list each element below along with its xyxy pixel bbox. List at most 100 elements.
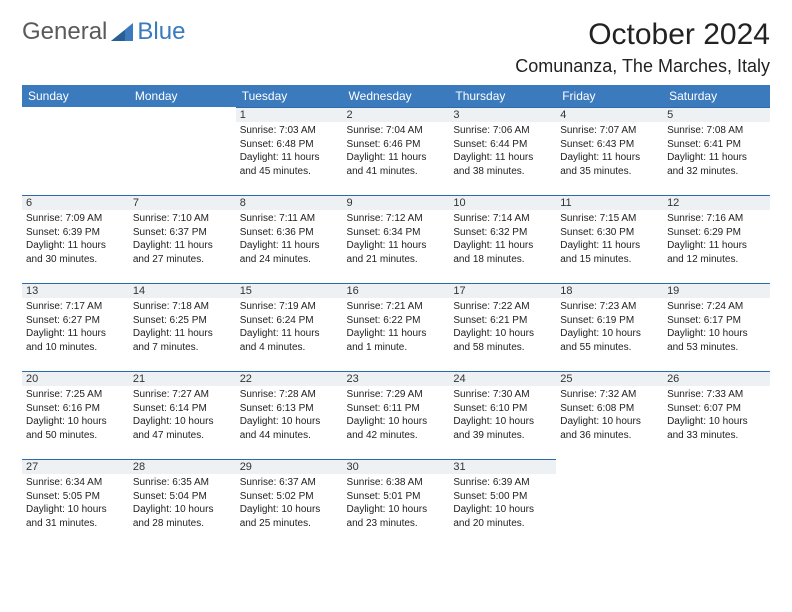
sunset-text: Sunset: 6:37 PM: [133, 226, 232, 240]
daylight-text: Daylight: 11 hours and 45 minutes.: [240, 151, 339, 178]
day-number: 2: [343, 107, 450, 122]
sunrise-text: Sunrise: 7:30 AM: [453, 388, 552, 402]
day-number: 12: [663, 195, 770, 210]
day-info: Sunrise: 6:35 AMSunset: 5:04 PMDaylight:…: [129, 474, 236, 530]
weekday-header: Thursday: [449, 85, 556, 107]
daylight-text: Daylight: 11 hours and 27 minutes.: [133, 239, 232, 266]
sunrise-text: Sunrise: 7:14 AM: [453, 212, 552, 226]
sunrise-text: Sunrise: 7:29 AM: [347, 388, 446, 402]
daylight-text: Daylight: 11 hours and 32 minutes.: [667, 151, 766, 178]
day-info: Sunrise: 7:17 AMSunset: 6:27 PMDaylight:…: [22, 298, 129, 354]
daylight-text: Daylight: 11 hours and 21 minutes.: [347, 239, 446, 266]
weekday-header: Monday: [129, 85, 236, 107]
calendar-cell: 30Sunrise: 6:38 AMSunset: 5:01 PMDayligh…: [343, 459, 450, 547]
day-info: Sunrise: 7:30 AMSunset: 6:10 PMDaylight:…: [449, 386, 556, 442]
daylight-text: Daylight: 10 hours and 44 minutes.: [240, 415, 339, 442]
sunset-text: Sunset: 6:30 PM: [560, 226, 659, 240]
sunset-text: Sunset: 6:41 PM: [667, 138, 766, 152]
calendar-table: Sunday Monday Tuesday Wednesday Thursday…: [22, 85, 770, 547]
daylight-text: Daylight: 10 hours and 55 minutes.: [560, 327, 659, 354]
sunset-text: Sunset: 6:48 PM: [240, 138, 339, 152]
logo-triangle-icon: [111, 23, 133, 41]
day-info: Sunrise: 7:33 AMSunset: 6:07 PMDaylight:…: [663, 386, 770, 442]
daylight-text: Daylight: 10 hours and 39 minutes.: [453, 415, 552, 442]
day-number: 7: [129, 195, 236, 210]
weekday-header: Friday: [556, 85, 663, 107]
calendar-week-row: 1Sunrise: 7:03 AMSunset: 6:48 PMDaylight…: [22, 107, 770, 195]
day-number: 11: [556, 195, 663, 210]
day-number: 26: [663, 371, 770, 386]
calendar-cell: 7Sunrise: 7:10 AMSunset: 6:37 PMDaylight…: [129, 195, 236, 283]
sunrise-text: Sunrise: 6:39 AM: [453, 476, 552, 490]
daylight-text: Daylight: 11 hours and 38 minutes.: [453, 151, 552, 178]
calendar-week-row: 27Sunrise: 6:34 AMSunset: 5:05 PMDayligh…: [22, 459, 770, 547]
day-number: 20: [22, 371, 129, 386]
day-number: 8: [236, 195, 343, 210]
day-number: 16: [343, 283, 450, 298]
sunset-text: Sunset: 6:44 PM: [453, 138, 552, 152]
calendar-cell: 12Sunrise: 7:16 AMSunset: 6:29 PMDayligh…: [663, 195, 770, 283]
daylight-text: Daylight: 11 hours and 35 minutes.: [560, 151, 659, 178]
day-number: 18: [556, 283, 663, 298]
calendar-cell: 26Sunrise: 7:33 AMSunset: 6:07 PMDayligh…: [663, 371, 770, 459]
calendar-cell: 2Sunrise: 7:04 AMSunset: 6:46 PMDaylight…: [343, 107, 450, 195]
sunset-text: Sunset: 5:05 PM: [26, 490, 125, 504]
sunrise-text: Sunrise: 7:21 AM: [347, 300, 446, 314]
daylight-text: Daylight: 11 hours and 30 minutes.: [26, 239, 125, 266]
day-info: Sunrise: 6:39 AMSunset: 5:00 PMDaylight:…: [449, 474, 556, 530]
daylight-text: Daylight: 10 hours and 58 minutes.: [453, 327, 552, 354]
sunrise-text: Sunrise: 7:23 AM: [560, 300, 659, 314]
sunrise-text: Sunrise: 7:17 AM: [26, 300, 125, 314]
sunrise-text: Sunrise: 7:28 AM: [240, 388, 339, 402]
day-number: 25: [556, 371, 663, 386]
day-number: 19: [663, 283, 770, 298]
sunrise-text: Sunrise: 7:09 AM: [26, 212, 125, 226]
calendar-cell: 13Sunrise: 7:17 AMSunset: 6:27 PMDayligh…: [22, 283, 129, 371]
day-info: Sunrise: 6:37 AMSunset: 5:02 PMDaylight:…: [236, 474, 343, 530]
calendar-cell: 21Sunrise: 7:27 AMSunset: 6:14 PMDayligh…: [129, 371, 236, 459]
day-number: 15: [236, 283, 343, 298]
day-number: 21: [129, 371, 236, 386]
sunset-text: Sunset: 6:36 PM: [240, 226, 339, 240]
sunrise-text: Sunrise: 7:12 AM: [347, 212, 446, 226]
calendar-cell: 25Sunrise: 7:32 AMSunset: 6:08 PMDayligh…: [556, 371, 663, 459]
sunset-text: Sunset: 6:21 PM: [453, 314, 552, 328]
sunrise-text: Sunrise: 7:07 AM: [560, 124, 659, 138]
sunset-text: Sunset: 6:39 PM: [26, 226, 125, 240]
day-info: Sunrise: 7:25 AMSunset: 6:16 PMDaylight:…: [22, 386, 129, 442]
calendar-cell: 28Sunrise: 6:35 AMSunset: 5:04 PMDayligh…: [129, 459, 236, 547]
weekday-header: Sunday: [22, 85, 129, 107]
sunrise-text: Sunrise: 7:06 AM: [453, 124, 552, 138]
logo: General Blue: [22, 18, 185, 46]
sunrise-text: Sunrise: 7:19 AM: [240, 300, 339, 314]
calendar-cell: 10Sunrise: 7:14 AMSunset: 6:32 PMDayligh…: [449, 195, 556, 283]
daylight-text: Daylight: 11 hours and 10 minutes.: [26, 327, 125, 354]
day-number: 1: [236, 107, 343, 122]
sunset-text: Sunset: 5:02 PM: [240, 490, 339, 504]
daylight-text: Daylight: 11 hours and 24 minutes.: [240, 239, 339, 266]
calendar-week-row: 6Sunrise: 7:09 AMSunset: 6:39 PMDaylight…: [22, 195, 770, 283]
sunset-text: Sunset: 6:10 PM: [453, 402, 552, 416]
day-info: Sunrise: 6:38 AMSunset: 5:01 PMDaylight:…: [343, 474, 450, 530]
sunset-text: Sunset: 6:43 PM: [560, 138, 659, 152]
day-info: Sunrise: 7:21 AMSunset: 6:22 PMDaylight:…: [343, 298, 450, 354]
day-number: 6: [22, 195, 129, 210]
calendar-cell: [556, 459, 663, 547]
daylight-text: Daylight: 11 hours and 4 minutes.: [240, 327, 339, 354]
calendar-cell: [22, 107, 129, 195]
sunset-text: Sunset: 6:19 PM: [560, 314, 659, 328]
day-number: 23: [343, 371, 450, 386]
calendar-cell: 6Sunrise: 7:09 AMSunset: 6:39 PMDaylight…: [22, 195, 129, 283]
calendar-week-row: 13Sunrise: 7:17 AMSunset: 6:27 PMDayligh…: [22, 283, 770, 371]
day-info: Sunrise: 7:09 AMSunset: 6:39 PMDaylight:…: [22, 210, 129, 266]
sunset-text: Sunset: 6:46 PM: [347, 138, 446, 152]
day-number: 3: [449, 107, 556, 122]
sunrise-text: Sunrise: 7:16 AM: [667, 212, 766, 226]
daylight-text: Daylight: 10 hours and 23 minutes.: [347, 503, 446, 530]
sunrise-text: Sunrise: 6:37 AM: [240, 476, 339, 490]
daylight-text: Daylight: 10 hours and 42 minutes.: [347, 415, 446, 442]
sunset-text: Sunset: 6:27 PM: [26, 314, 125, 328]
day-number: 28: [129, 459, 236, 474]
day-number: 10: [449, 195, 556, 210]
sunset-text: Sunset: 6:34 PM: [347, 226, 446, 240]
